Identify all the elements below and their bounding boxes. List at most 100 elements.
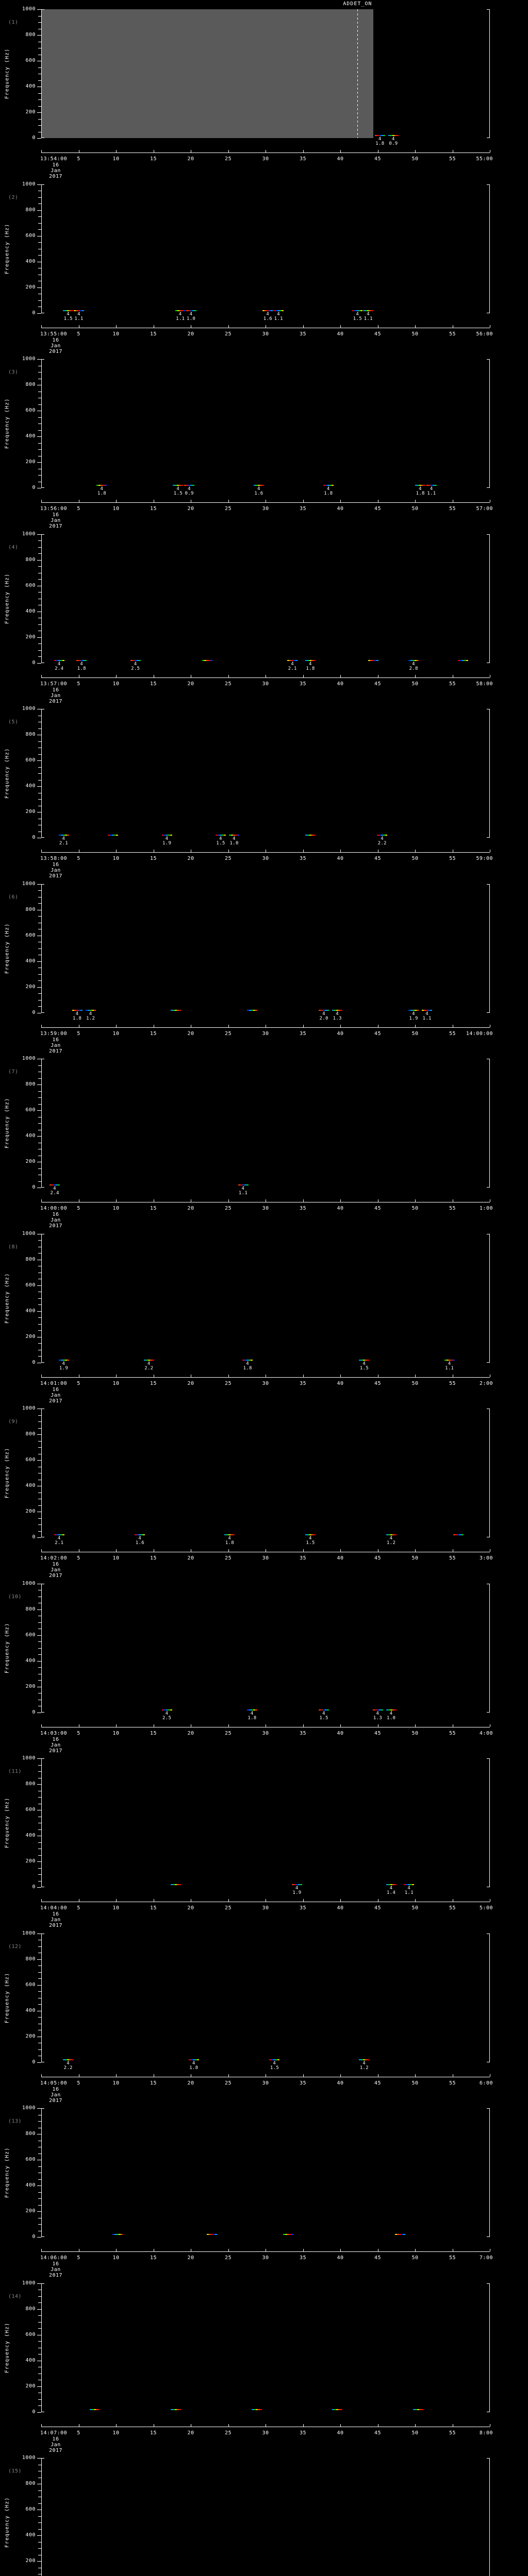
event-marker[interactable]: 4 1.1 [175,310,186,321]
event-marker[interactable]: 4 1.5 [318,1709,329,1721]
event-marker[interactable]: 4 1.9 [58,1359,70,1371]
event-marker[interactable] [246,1009,258,1011]
event-marker[interactable]: 4 1.9 [291,1884,303,1895]
y-axis-tick [38,2490,41,2491]
event-marker[interactable] [394,2234,406,2235]
event-marker[interactable] [170,1009,182,1011]
time-axis-label: 40 [337,1730,344,1736]
event-marker[interactable]: 4 1.5 [172,485,184,496]
event-marker[interactable] [332,2409,343,2410]
y-axis-tick-label: 200 [25,1333,36,1340]
event-marker[interactable]: 4 1.8 [224,1534,235,1546]
time-axis-label: 20 [187,1555,194,1562]
event-marker[interactable]: 4 1.8 [374,135,386,146]
event-marker[interactable]: 4 1.5 [358,1359,370,1371]
event-marker[interactable]: 4 1.3 [332,1009,343,1021]
event-marker[interactable]: 4 1.1 [421,1009,433,1021]
event-marker[interactable]: 4 1.5 [305,1534,316,1546]
time-axis-tick [303,2424,304,2427]
event-marker[interactable]: 4 1.8 [305,659,316,671]
event-marker[interactable] [107,835,119,836]
event-marker[interactable]: 4 2.5 [161,1709,173,1721]
event-marker[interactable]: 4 1.1 [444,1359,455,1371]
event-marker[interactable]: 4 1.1 [238,1184,249,1196]
event-marker[interactable] [89,2409,101,2410]
event-marker[interactable]: 4 1.8 [188,2059,200,2071]
event-marker[interactable]: 4 1.2 [85,1009,96,1021]
event-marker[interactable]: 4 1.1 [273,310,284,321]
event-marker[interactable]: 4 2.2 [143,1359,155,1371]
event-marker[interactable] [457,659,469,661]
event-marker[interactable]: 4 1.0 [186,310,197,321]
event-marker[interactable]: 4 2.1 [54,1534,65,1546]
event-marker[interactable]: 4 1.0 [386,1709,397,1721]
event-marker[interactable]: 4 2.2 [376,835,388,846]
time-axis-label: 35 [299,1030,307,1037]
event-marker[interactable]: 4 2.1 [58,835,70,846]
event-marker[interactable] [412,2409,424,2410]
event-marker[interactable]: 4 1.6 [253,485,265,496]
event-marker[interactable]: 4 1.8 [246,1709,258,1721]
event-marker[interactable]: 4 1.6 [134,1534,145,1546]
event-marker[interactable]: 4 2.5 [130,659,141,671]
event-marker[interactable]: 4 1.1 [362,310,374,321]
event-marker[interactable] [251,2409,262,2410]
event-marker[interactable]: 4 0.9 [184,485,195,496]
event-marker[interactable]: 4 1.6 [262,310,273,321]
y-axis-tick [37,2386,41,2387]
time-axis-label: 40 [337,856,344,862]
event-marker[interactable]: 4 1.2 [386,1534,397,1546]
event-marker[interactable]: 4 1.5 [215,835,226,846]
event-marker[interactable]: 4 0.9 [388,135,399,146]
event-marker[interactable] [202,659,213,661]
event-marker[interactable] [453,1534,464,1536]
event-marker[interactable]: 4 1.3 [372,1709,384,1721]
event-marker[interactable]: 4 1.8 [96,485,107,496]
event-marker[interactable] [368,659,379,661]
event-marker[interactable]: 4 1.9 [408,1009,419,1021]
event-marker[interactable]: 4 2.0 [318,1009,329,1021]
event-marker[interactable]: 4 2.4 [49,1184,60,1196]
event-marker[interactable]: 4 1.8 [76,659,87,671]
event-marker[interactable]: 4 1.9 [161,835,173,846]
event-marker[interactable]: 4 1.1 [426,485,437,496]
event-marker[interactable]: 4 1.8 [242,1359,253,1371]
event-marker[interactable]: 4 1.2 [358,2059,370,2071]
event-marker[interactable]: 4 1.1 [403,1884,415,1895]
event-marker[interactable]: 4 1.5 [269,2059,280,2071]
event-marker[interactable]: 4 2.4 [54,659,65,671]
event-marker[interactable]: 4 1.1 [73,310,85,321]
event-marker[interactable]: 4 2.8 [408,659,419,671]
event-marker[interactable] [305,835,316,836]
event-marker[interactable] [170,2409,182,2410]
event-marker[interactable]: 4 1.5 [352,310,363,321]
event-marker[interactable]: 4 1.8 [415,485,426,496]
event-marker[interactable] [170,1884,182,1886]
event-marker[interactable]: 4 1.4 [386,1884,397,1895]
event-marker[interactable]: 4 1.5 [62,310,74,321]
event-marker[interactable] [206,2234,218,2235]
event-marker[interactable] [283,2234,294,2235]
event-marker-bar [287,659,298,661]
event-marker[interactable]: 4 2.1 [287,659,298,671]
event-marker[interactable]: 4 1.8 [72,1009,83,1021]
event-marker[interactable]: 4 1.8 [323,485,334,496]
event-marker[interactable] [112,2234,123,2235]
event-marker[interactable]: 4 2.2 [62,2059,74,2071]
event-marker[interactable]: 4 1.0 [228,835,240,846]
